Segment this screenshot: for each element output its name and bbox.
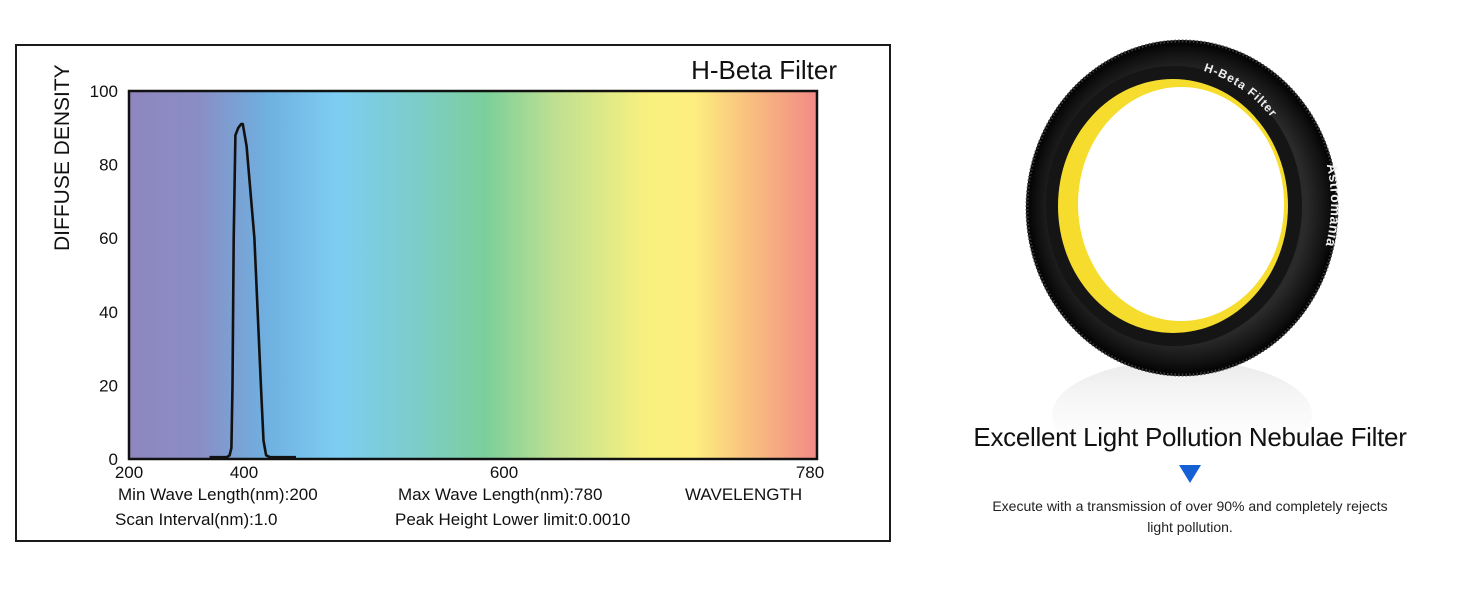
y-tick-label: 60 xyxy=(99,229,118,248)
y-tick-label: 0 xyxy=(109,450,118,469)
spectrum-chart: H-Beta Filter DIFFUSE DENSITY WAVELENGTH… xyxy=(51,55,837,529)
info-min-wavelength: Min Wave Length(nm):200 xyxy=(118,485,318,504)
y-axis-label: DIFFUSE DENSITY xyxy=(51,64,74,251)
x-tick-label: 400 xyxy=(230,463,258,482)
plot-area xyxy=(127,89,819,461)
y-tick-label: 100 xyxy=(90,82,118,101)
filter-knurl-edge xyxy=(1025,39,1339,377)
y-tick-label: 80 xyxy=(99,156,118,175)
filter-product-image: H-Beta Filter Astromania xyxy=(1025,39,1345,440)
series-line xyxy=(209,122,296,459)
x-tick-label: 780 xyxy=(796,463,824,482)
chart-title: H-Beta Filter xyxy=(691,55,837,85)
x-ticks: 200 400 600 780 xyxy=(115,463,824,482)
product-headline: Excellent Light Pollution Nebulae Filter xyxy=(973,422,1407,452)
info-scan-interval: Scan Interval(nm):1.0 xyxy=(115,510,278,529)
y-tick-label: 40 xyxy=(99,303,118,322)
filter-glass xyxy=(1078,87,1284,321)
filter-brand-logo: Astromania xyxy=(1323,162,1345,249)
y-ticks: 0 20 40 60 80 100 xyxy=(90,82,118,469)
x-tick-label: 200 xyxy=(115,463,143,482)
down-arrow-icon xyxy=(1179,465,1201,483)
chart-frame: H-Beta Filter DIFFUSE DENSITY WAVELENGTH… xyxy=(15,44,891,542)
filter-reflection xyxy=(1052,360,1312,440)
info-max-wavelength: Max Wave Length(nm):780 xyxy=(398,485,602,504)
x-axis-label: WAVELENGTH xyxy=(685,485,802,504)
product-panel: H-Beta Filter Astromania Excellent Light… xyxy=(930,20,1450,580)
y-tick-label: 20 xyxy=(99,376,118,395)
product-description: Execute with a transmission of over 90% … xyxy=(992,498,1388,535)
info-peak-height: Peak Height Lower limit:0.0010 xyxy=(395,510,630,529)
x-tick-label: 600 xyxy=(490,463,518,482)
